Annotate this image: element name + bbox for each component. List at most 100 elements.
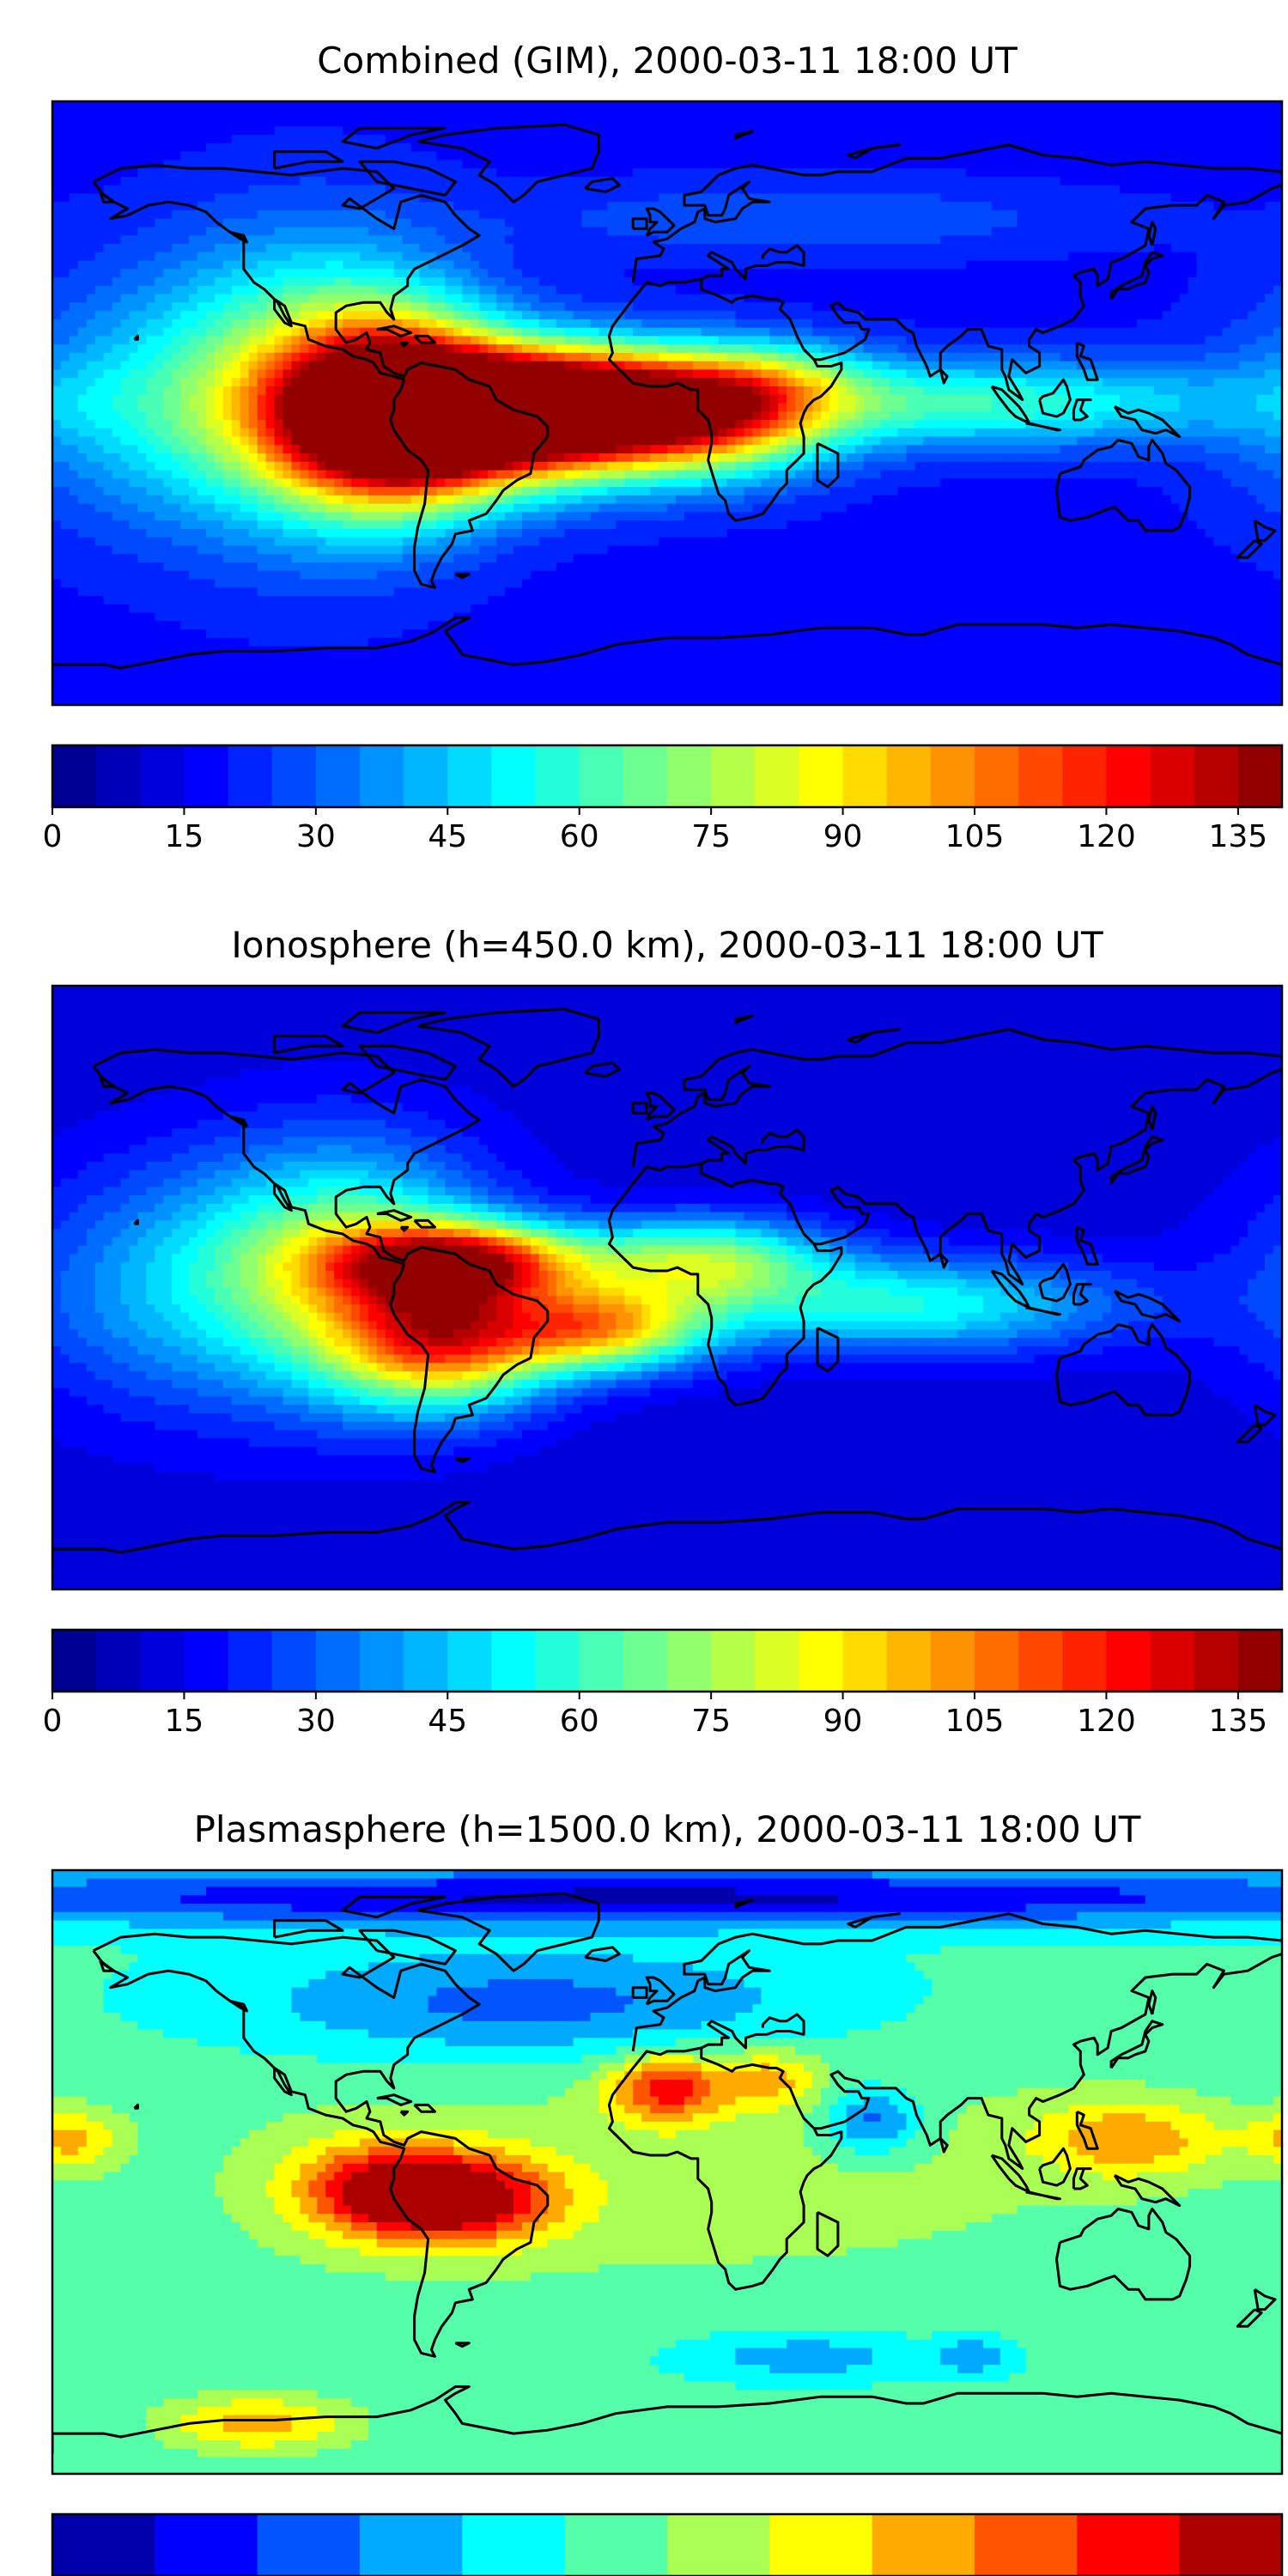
heatmap-cell [1111, 302, 1121, 312]
heatmap-cell [718, 185, 728, 194]
heatmap-cell [445, 311, 454, 320]
heatmap-cell [325, 319, 335, 329]
heatmap-cell [521, 101, 532, 111]
heatmap-cell [112, 218, 122, 228]
heatmap-cell [590, 352, 600, 362]
heatmap-cell [752, 294, 762, 303]
heatmap-cell [1162, 344, 1172, 354]
heatmap-cell [1239, 126, 1249, 136]
heatmap-cell [248, 218, 258, 228]
heatmap-cell [94, 227, 105, 236]
heatmap-cell [821, 319, 830, 329]
heatmap-cell [137, 218, 147, 228]
heatmap-cell [453, 319, 463, 329]
heatmap-cell [1085, 269, 1095, 278]
heatmap-cell [872, 319, 882, 329]
heatmap-cell [180, 135, 190, 144]
heatmap-cell [206, 294, 216, 303]
heatmap-cell [428, 260, 438, 270]
heatmap-cell [999, 294, 1010, 303]
heatmap-cell [932, 135, 941, 144]
heatmap-cell [240, 277, 250, 287]
heatmap-cell [1136, 118, 1146, 127]
heatmap-cell [769, 218, 779, 228]
heatmap-cell [1111, 294, 1121, 303]
heatmap-cell [1265, 344, 1274, 354]
heatmap-cell [1239, 378, 1249, 387]
heatmap-cell [180, 294, 190, 303]
heatmap-cell [300, 109, 309, 119]
heatmap-cell [334, 176, 343, 186]
heatmap-cell [77, 277, 88, 287]
heatmap-cell [1205, 336, 1215, 345]
heatmap-cell [812, 252, 822, 262]
heatmap-cell [445, 101, 454, 111]
heatmap-cell [1145, 176, 1155, 186]
heatmap-cell [257, 143, 267, 153]
heatmap-cell [436, 319, 447, 329]
heatmap-cell [248, 327, 258, 337]
heatmap-cell [69, 118, 79, 127]
heatmap-cell [471, 386, 480, 396]
heatmap-cell [137, 143, 147, 153]
heatmap-cell [471, 302, 480, 312]
heatmap-cell [334, 243, 343, 253]
heatmap-cell [1085, 143, 1095, 153]
heatmap-cell [991, 151, 1001, 161]
heatmap-cell [163, 277, 173, 287]
heatmap-cell [69, 143, 79, 153]
heatmap-cell [206, 193, 216, 203]
heatmap-cell [787, 361, 796, 371]
heatmap-cell [538, 202, 549, 211]
heatmap-cell [513, 302, 523, 312]
heatmap-cell [932, 243, 941, 253]
heatmap-cell [787, 285, 796, 295]
heatmap-cell [701, 252, 711, 262]
heatmap-cell [854, 160, 865, 169]
heatmap-cell [880, 202, 890, 211]
heatmap-cell [1068, 277, 1078, 287]
heatmap-cell [718, 218, 728, 228]
heatmap-cell [991, 369, 1001, 379]
heatmap-cell [214, 168, 224, 178]
heatmap-cell [112, 378, 122, 387]
heatmap-cell [1273, 143, 1282, 153]
heatmap-cell [1273, 277, 1282, 287]
heatmap-cell [999, 202, 1010, 211]
heatmap-cell [923, 336, 933, 345]
heatmap-cell [692, 336, 702, 345]
heatmap-cell [308, 135, 318, 144]
heatmap-cell [368, 135, 378, 144]
heatmap-cell [949, 168, 958, 178]
heatmap-cell [385, 269, 395, 278]
heatmap-cell [1128, 302, 1138, 312]
heatmap-cell [513, 252, 523, 262]
heatmap-cell [52, 193, 62, 203]
heatmap-cell [547, 143, 557, 153]
heatmap-cell [966, 160, 975, 169]
heatmap-cell [1273, 118, 1282, 127]
heatmap-cell [769, 285, 779, 295]
heatmap-cell [505, 369, 514, 379]
heatmap-cell [624, 168, 634, 178]
heatmap-cell [428, 160, 438, 169]
heatmap-cell [581, 311, 592, 320]
heatmap-cell [683, 143, 694, 153]
heatmap-cell [1213, 336, 1223, 345]
heatmap-cell [1256, 193, 1266, 203]
heatmap-cell [513, 269, 523, 278]
heatmap-cell [513, 160, 523, 169]
heatmap-cell [1136, 126, 1146, 136]
heatmap-cell [334, 126, 343, 136]
heatmap-cell [222, 176, 233, 186]
heatmap-cell [112, 118, 122, 127]
heatmap-cell [564, 202, 574, 211]
heatmap-cell [77, 185, 88, 194]
heatmap-cell [837, 227, 848, 236]
heatmap-cell [821, 151, 830, 161]
heatmap-cell [1205, 361, 1215, 371]
heatmap-cell [718, 160, 728, 169]
heatmap-cell [496, 101, 506, 111]
heatmap-cell [821, 143, 830, 153]
heatmap-cell [69, 378, 79, 387]
